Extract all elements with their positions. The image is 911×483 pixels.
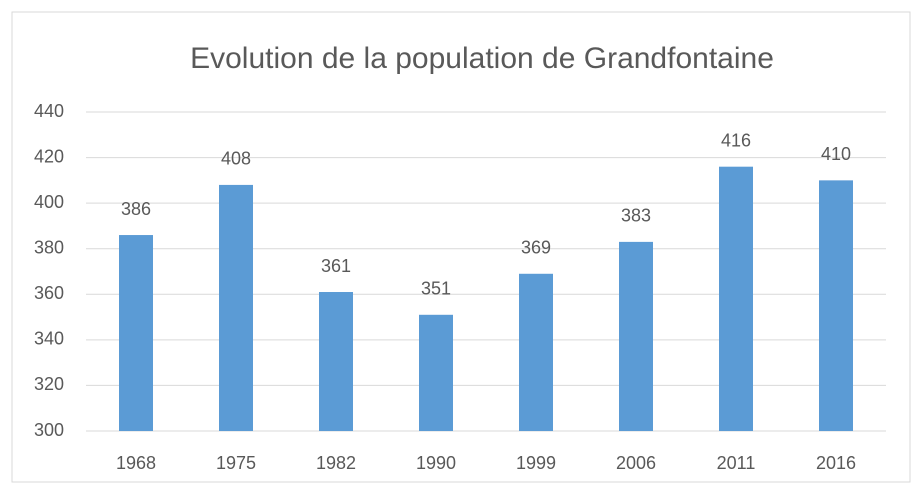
bar	[219, 184, 253, 431]
bar	[719, 166, 753, 431]
y-tick-label: 320	[34, 374, 64, 394]
bar	[519, 273, 553, 431]
x-tick-label: 1999	[516, 453, 556, 473]
bar	[819, 180, 853, 431]
bar	[619, 241, 653, 431]
y-tick-label: 300	[34, 420, 64, 440]
x-tick-label: 2011	[717, 453, 756, 473]
x-tick-label: 1982	[316, 453, 356, 473]
bar	[319, 292, 353, 431]
x-tick-label: 1990	[416, 453, 456, 473]
y-tick-label: 380	[34, 237, 64, 257]
data-label: 369	[521, 238, 551, 258]
y-tick-label: 360	[34, 283, 64, 303]
y-tick-label: 340	[34, 329, 64, 349]
x-tick-label: 2016	[816, 453, 856, 473]
data-label: 410	[821, 144, 851, 164]
x-tick-label: 1968	[116, 453, 156, 473]
data-label: 383	[621, 206, 651, 226]
y-tick-label: 420	[34, 146, 64, 166]
data-label: 351	[421, 279, 451, 299]
x-tick-label: 2006	[616, 453, 656, 473]
data-label: 386	[121, 199, 151, 219]
x-tick-label: 1975	[216, 453, 256, 473]
chart-border	[11, 11, 911, 483]
chart-title: Evolution de la population de Grandfonta…	[190, 42, 774, 75]
data-label: 361	[321, 256, 351, 276]
data-label: 408	[221, 149, 251, 169]
bar	[119, 235, 153, 431]
y-tick-label: 440	[34, 101, 64, 121]
y-tick-label: 400	[34, 192, 64, 212]
data-label: 416	[721, 130, 751, 150]
bar	[419, 314, 453, 431]
